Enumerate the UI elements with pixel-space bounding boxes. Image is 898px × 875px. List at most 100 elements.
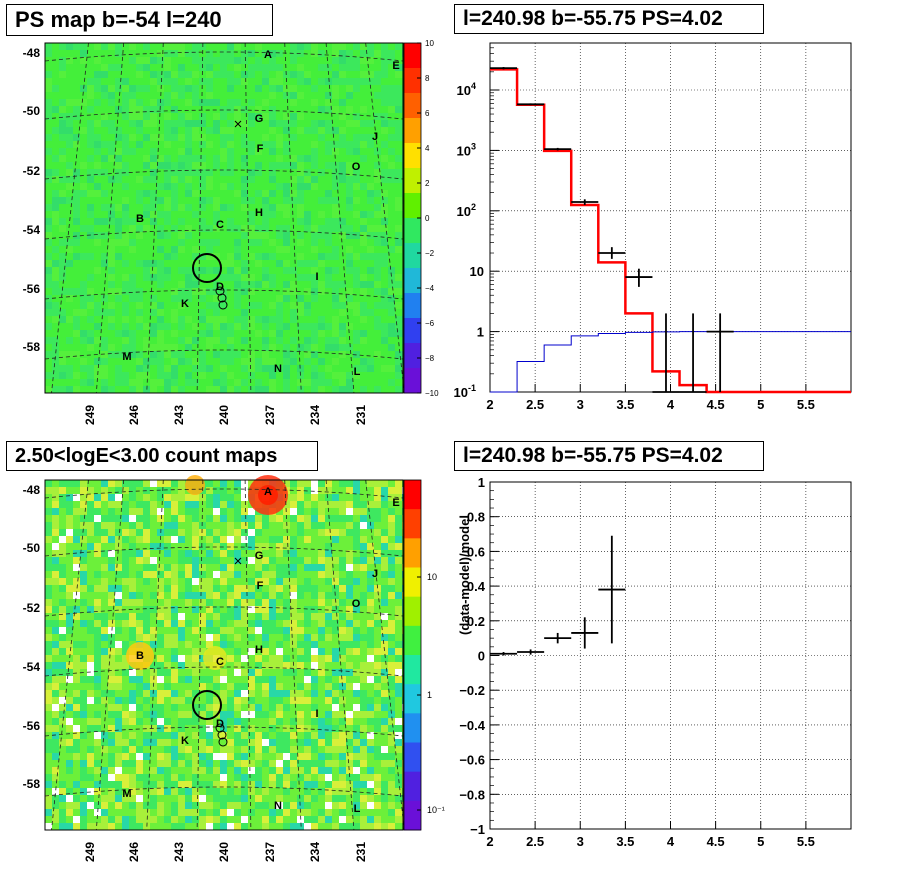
colorbar-tick-label: 10 — [427, 572, 437, 582]
y-tick-label: -48 — [23, 483, 41, 497]
map-grid — [44, 479, 405, 831]
colorbar-cell — [404, 567, 421, 598]
map-pixels — [45, 43, 409, 393]
colorbar-tick-label: −10 — [425, 389, 439, 398]
colorbar-cell — [404, 143, 421, 169]
x-tick-label: 243 — [172, 405, 186, 425]
source-label-O: O — [352, 598, 361, 610]
map-pixels — [45, 480, 409, 830]
source-label-A: A — [264, 486, 272, 498]
x-tick-label: 4.5 — [707, 397, 725, 412]
y-tick-label: −0.4 — [459, 718, 485, 733]
y-tick-label: -56 — [23, 719, 41, 733]
colorbar-tick-label: 6 — [425, 109, 430, 118]
colorbar-cell — [404, 118, 421, 144]
colorbar-cell — [404, 43, 421, 69]
colorbar-tick-label: −8 — [425, 354, 435, 363]
small-source-marker — [217, 730, 227, 740]
colorbar-cell — [404, 68, 421, 94]
x-tick-label: 240 — [217, 405, 231, 425]
source-label-C: C — [216, 656, 224, 668]
x-tick-label: 231 — [354, 842, 368, 862]
source-label-A: A — [264, 49, 272, 61]
colorbar-cell — [404, 480, 421, 510]
source-label-C: C — [216, 219, 224, 231]
y-tick-label: -52 — [23, 601, 41, 615]
colorbar-cell — [404, 742, 421, 773]
x-tick-label: 3.5 — [616, 397, 634, 412]
source-label-N: N — [274, 800, 282, 812]
source-label-K: K — [181, 298, 189, 310]
source-label-O: O — [352, 161, 361, 173]
x-tick-label: 231 — [354, 405, 368, 425]
x-tick-label: 249 — [83, 405, 97, 425]
source-label-H: H — [255, 207, 263, 219]
x-tick-label: 4 — [667, 397, 675, 412]
colorbar-cell — [404, 684, 421, 714]
source-label-H: H — [255, 644, 263, 656]
y-tick-label: -56 — [23, 282, 41, 296]
y-tick-label: -54 — [23, 223, 41, 237]
colorbar-tick-label: −6 — [425, 319, 435, 328]
y-tick-label: -50 — [23, 104, 41, 118]
colorbar-cell — [404, 596, 421, 627]
y-tick-label: −1 — [470, 822, 485, 837]
source-label-E: E — [392, 60, 399, 72]
source-blob-1 — [126, 642, 154, 670]
colorbar-tick-label: −2 — [425, 249, 435, 258]
source-label-I: I — [315, 271, 318, 283]
x-tick-label: 2.5 — [526, 834, 544, 849]
spectrum-title: l=240.98 b=-55.75 PS=4.02 — [454, 4, 764, 34]
x-tick-label: 249 — [83, 842, 97, 862]
y-tick-label: 0.4 — [467, 579, 486, 594]
count-map-title: 2.50<logE<3.00 count maps — [6, 441, 318, 471]
source-label-G: G — [255, 113, 264, 125]
colorbar-tick-label: 10 — [425, 39, 434, 48]
residual-title: l=240.98 b=-55.75 PS=4.02 — [454, 441, 764, 471]
x-tick-label: 240 — [217, 842, 231, 862]
target-circle — [192, 253, 222, 283]
x-tick-label: 246 — [127, 405, 141, 425]
y-tick-label: −0.8 — [459, 787, 485, 802]
x-tick-label: 2.5 — [526, 397, 544, 412]
cross-mark — [234, 120, 242, 128]
source-label-I: I — [315, 708, 318, 720]
source-label-F: F — [257, 143, 264, 155]
source-label-N: N — [274, 363, 282, 375]
y-tick-label: -48 — [23, 46, 41, 60]
map-grid — [44, 42, 405, 394]
colorbar-tick-label: −4 — [425, 284, 435, 293]
y-tick-label: 0.2 — [467, 614, 485, 629]
y-tick-label: -50 — [23, 541, 41, 555]
x-tick-label: 5 — [757, 834, 764, 849]
source-label-E: E — [392, 497, 399, 509]
y-tick-label: 1 — [478, 475, 485, 490]
colorbar-tick-label: 10⁻¹ — [427, 805, 445, 815]
colorbar-tick-label: 0 — [425, 214, 430, 223]
colorbar-cell — [404, 293, 421, 319]
source-core-0 — [258, 485, 278, 505]
residual-y-label: (data-model)/model — [457, 515, 472, 635]
y-tick-label: -58 — [23, 340, 41, 354]
y-tick-label: -52 — [23, 164, 41, 178]
x-tick-label: 243 — [172, 842, 186, 862]
colorbar-cell — [404, 343, 421, 369]
x-tick-label: 5.5 — [797, 397, 815, 412]
ps-map-title: PS map b=-54 l=240 — [6, 4, 273, 36]
colorbar-cell — [404, 243, 421, 269]
source-label-B: B — [136, 650, 144, 662]
target-circle — [192, 690, 222, 720]
residual-grid — [490, 482, 851, 829]
colorbar-cell — [404, 168, 421, 194]
x-tick-label: 234 — [308, 405, 322, 425]
x-tick-label: 4 — [667, 834, 675, 849]
y-tick-label: −0.6 — [459, 753, 485, 768]
x-tick-label: 237 — [263, 405, 277, 425]
source-label-M: M — [122, 351, 131, 363]
source-label-J: J — [372, 131, 378, 143]
source-blob-2 — [203, 646, 227, 670]
colorbar-cell — [404, 268, 421, 294]
